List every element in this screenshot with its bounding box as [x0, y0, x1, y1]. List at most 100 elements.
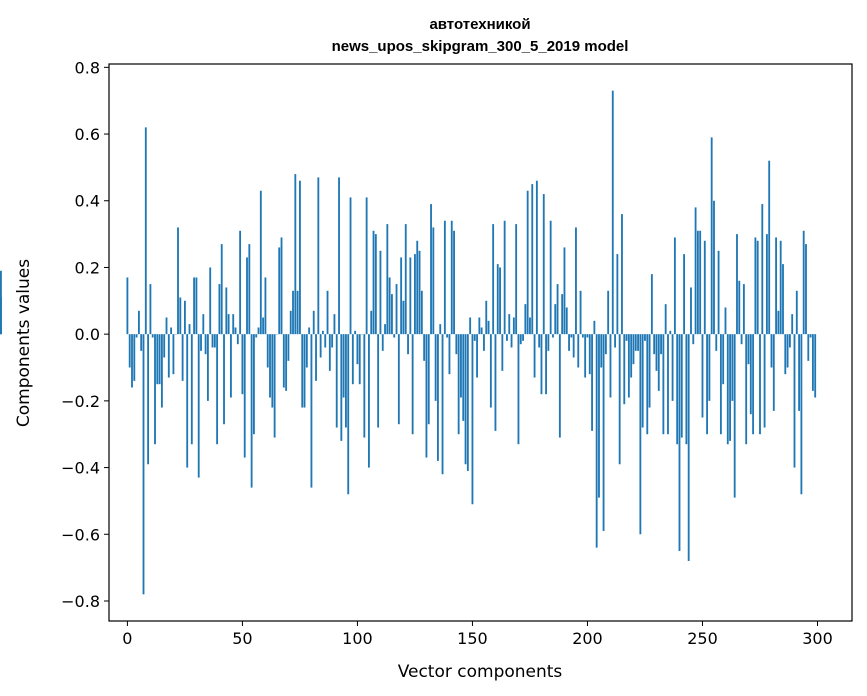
bar — [595, 334, 598, 548]
bar — [411, 334, 414, 435]
bar — [225, 287, 228, 335]
bar — [193, 277, 196, 335]
bar — [667, 334, 669, 435]
bar — [248, 244, 251, 335]
bar — [310, 334, 313, 488]
bar — [188, 324, 191, 335]
bar — [768, 160, 771, 335]
bar — [443, 220, 446, 335]
bar — [0, 297, 2, 335]
bar — [292, 290, 294, 335]
bar — [609, 334, 612, 398]
bar — [381, 334, 384, 351]
bar — [473, 334, 476, 341]
bar — [814, 334, 817, 398]
bar — [607, 290, 610, 335]
bar — [450, 220, 453, 335]
bar — [811, 334, 814, 391]
bar — [282, 334, 285, 388]
bar — [246, 257, 248, 335]
bar — [420, 290, 423, 335]
bar — [135, 334, 138, 338]
bar — [653, 334, 656, 355]
bar — [280, 237, 283, 335]
bar — [211, 334, 214, 348]
bar — [660, 334, 662, 355]
bar — [701, 334, 704, 418]
bar — [379, 250, 382, 335]
bar — [448, 334, 451, 375]
bar — [324, 334, 327, 348]
bar — [639, 334, 642, 535]
bar — [765, 234, 768, 335]
bar — [186, 334, 189, 468]
bar — [230, 334, 232, 398]
bar — [772, 334, 775, 411]
bar — [151, 334, 154, 338]
bar — [271, 334, 274, 408]
bar — [257, 327, 260, 335]
y-tick-label: 0.2 — [75, 258, 100, 277]
bar — [506, 334, 508, 341]
bar — [561, 294, 564, 335]
bar — [356, 334, 359, 365]
bar — [708, 334, 711, 401]
bar — [432, 227, 435, 335]
bar — [471, 334, 474, 505]
bar — [598, 334, 600, 498]
bar — [729, 334, 731, 441]
bar — [487, 320, 490, 335]
bar — [363, 334, 366, 438]
bar — [393, 334, 396, 338]
bar — [140, 334, 143, 351]
y-axis-ticks: −0.8 −0.6 −0.4 −0.2 0.0 0.2 0.4 0.6 0.8 — [61, 58, 109, 611]
bar — [641, 334, 644, 428]
bar — [795, 290, 798, 335]
bar — [239, 230, 242, 335]
bar — [533, 334, 536, 378]
bar — [503, 220, 506, 335]
bar — [0, 327, 2, 335]
bar — [177, 227, 179, 335]
bar — [634, 334, 637, 351]
bar — [457, 334, 460, 435]
bar — [345, 334, 347, 428]
bar — [308, 327, 311, 335]
bar — [540, 334, 543, 395]
bar — [515, 224, 518, 335]
bar — [418, 250, 421, 335]
x-tick-label: 200 — [572, 629, 603, 648]
bar — [190, 334, 193, 445]
bar — [423, 334, 426, 361]
bar — [462, 334, 465, 421]
bar — [678, 334, 681, 551]
bar — [294, 174, 297, 335]
chart-subtitle: news_upos_skipgram_300_5_2019 model — [332, 38, 629, 55]
bar — [326, 290, 329, 335]
bar — [542, 194, 545, 335]
bar — [492, 224, 495, 335]
bar — [706, 334, 708, 435]
bar — [791, 314, 794, 335]
bar — [425, 334, 428, 458]
bar — [786, 334, 789, 368]
bar — [538, 334, 541, 348]
bar — [531, 184, 534, 335]
y-tick-label: −0.6 — [61, 525, 100, 544]
bar — [317, 177, 320, 335]
bar — [384, 324, 386, 335]
bar — [414, 254, 416, 335]
bar — [611, 90, 614, 335]
bar — [133, 334, 136, 381]
bar — [328, 334, 331, 371]
bar — [501, 334, 504, 371]
bar — [165, 317, 168, 335]
bar — [154, 334, 156, 445]
bar — [234, 327, 237, 335]
x-tick-label: 300 — [802, 629, 833, 648]
bar — [777, 310, 780, 335]
x-tick-label: 150 — [457, 629, 488, 648]
bar — [147, 334, 150, 465]
bar — [266, 334, 269, 368]
bar — [167, 334, 170, 378]
